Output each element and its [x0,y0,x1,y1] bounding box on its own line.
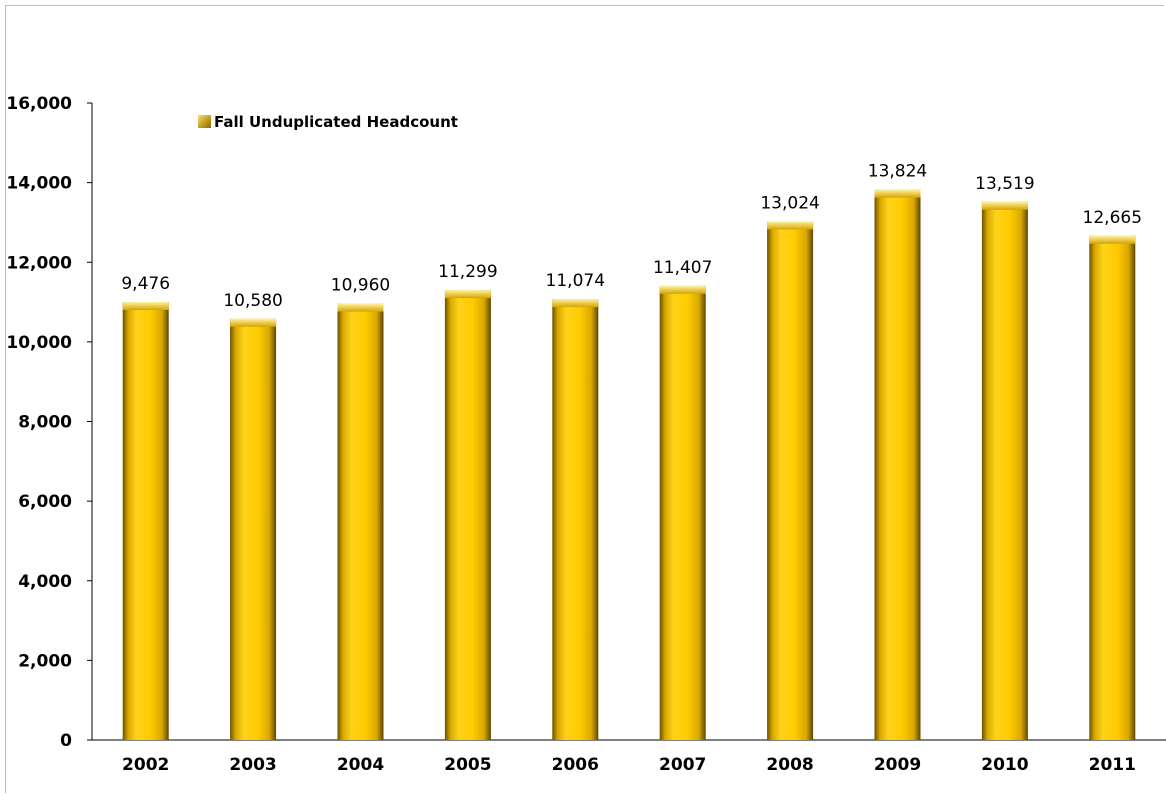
data-label: 9,476 [121,274,170,294]
bar [337,303,384,740]
data-label: 13,024 [760,193,819,213]
bar [230,318,277,740]
y-tick-label: 14,000 [6,174,72,194]
bar [767,221,814,740]
y-tick-label: 6,000 [18,492,72,512]
y-tick-label: 10,000 [6,333,72,353]
data-label: 12,665 [1083,208,1142,228]
axes: 0 2,000 4,000 6,000 8,000 10,000 12,000 14,000 1… [6,94,1166,775]
bar-cap [1089,235,1136,244]
legend-label: Fall Unduplicated Headcount [214,113,458,131]
data-label: 11,407 [653,258,712,278]
bar [874,189,921,740]
y-tick-label: 8,000 [18,413,72,433]
y-tick-label: 2,000 [18,651,72,671]
data-label: 13,519 [975,174,1034,194]
x-tick-label: 2006 [552,755,599,775]
legend: Fall Unduplicated Headcount [198,113,458,131]
data-label: 11,299 [438,262,497,282]
bar [1089,235,1136,740]
y-tick-label: 16,000 [6,94,72,114]
x-tick-label: 2010 [981,755,1028,775]
bar-cap [552,299,599,308]
x-tick-label: 2002 [122,755,169,775]
x-tick-label: 2003 [229,755,276,775]
bar [122,302,169,740]
bar [552,299,599,740]
bar [659,285,706,740]
bar-cap [122,302,169,311]
data-labels: 9,476 10,580 10,960 11,299 11,074 11,407 13,02… [121,162,1142,311]
x-tick-label: 2011 [1089,755,1136,775]
data-label: 13,824 [868,162,927,182]
bar-cap [874,189,921,198]
bar-cap [230,318,277,327]
bar [444,290,491,740]
bar [981,201,1028,741]
bar-cap [444,290,491,299]
bar-cap [767,221,814,230]
x-tick-label: 2007 [659,755,706,775]
y-tick-label: 12,000 [6,253,72,273]
bar-cap [981,201,1028,210]
chart-frame [5,5,1164,793]
x-tick-label: 2008 [766,755,813,775]
legend-swatch [198,115,211,128]
x-tick-label: 2004 [337,755,384,775]
bar-cap [659,285,706,294]
bars [122,189,1136,741]
x-tick-label: 2009 [874,755,921,775]
bar-cap [337,303,384,312]
data-label: 11,074 [546,271,605,291]
data-label: 10,580 [223,291,282,311]
data-label: 10,960 [331,276,390,296]
y-tick-label: 4,000 [18,572,72,592]
y-tick-label: 0 [60,731,72,751]
x-tick-label: 2005 [444,755,491,775]
